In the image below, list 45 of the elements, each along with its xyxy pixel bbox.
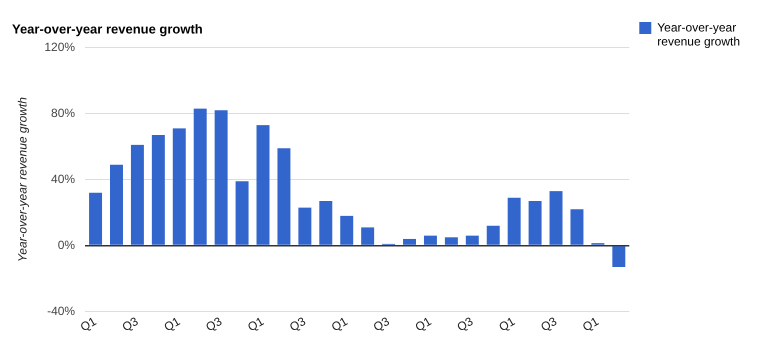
bar xyxy=(194,108,207,245)
bar xyxy=(214,110,228,245)
y-axis-title: Year-over-year revenue growth xyxy=(16,96,30,262)
x-tick-label: Q3 xyxy=(454,314,476,334)
bar xyxy=(277,148,290,245)
bar xyxy=(570,209,584,245)
x-tick-label: Q1 xyxy=(496,314,518,334)
bar xyxy=(340,216,354,245)
bar xyxy=(424,236,437,245)
bar xyxy=(236,181,249,245)
y-tick-label: 40% xyxy=(51,172,76,186)
x-tick-label: Q3 xyxy=(120,314,141,334)
x-tick-label: Q3 xyxy=(538,314,560,334)
x-tick-label: Q1 xyxy=(245,314,266,334)
x-tick-label: Q3 xyxy=(370,314,392,334)
y-tick-label: 0% xyxy=(58,238,76,252)
y-tick-label: 120% xyxy=(44,40,76,54)
bar xyxy=(361,227,374,245)
x-tick-label: Q1 xyxy=(580,314,602,334)
bar xyxy=(152,135,165,245)
bar xyxy=(612,246,626,267)
x-tick-label: Q1 xyxy=(329,314,350,334)
bar xyxy=(172,128,186,245)
bar xyxy=(89,192,102,245)
y-tick-label: -40% xyxy=(47,304,76,318)
bar xyxy=(466,236,479,245)
bar xyxy=(508,198,521,245)
bar xyxy=(550,191,563,245)
bar xyxy=(403,238,416,245)
bar xyxy=(110,164,123,245)
x-tick-label: Q1 xyxy=(162,314,183,334)
bar xyxy=(130,144,144,245)
x-tick-label: Q1 xyxy=(78,314,99,334)
legend-label: Year-over-year revenue growth xyxy=(657,20,740,49)
bar xyxy=(528,201,542,245)
bar xyxy=(444,237,458,245)
bar xyxy=(298,208,312,245)
x-tick-label: Q1 xyxy=(412,314,434,334)
y-tick-label: 80% xyxy=(51,106,76,120)
bar xyxy=(319,201,332,245)
x-tick-label: Q3 xyxy=(203,314,225,334)
bar xyxy=(486,226,500,245)
x-tick-label: Q3 xyxy=(287,314,308,334)
chart-title: Year-over-year revenue growth xyxy=(12,21,203,36)
bar xyxy=(256,125,270,245)
